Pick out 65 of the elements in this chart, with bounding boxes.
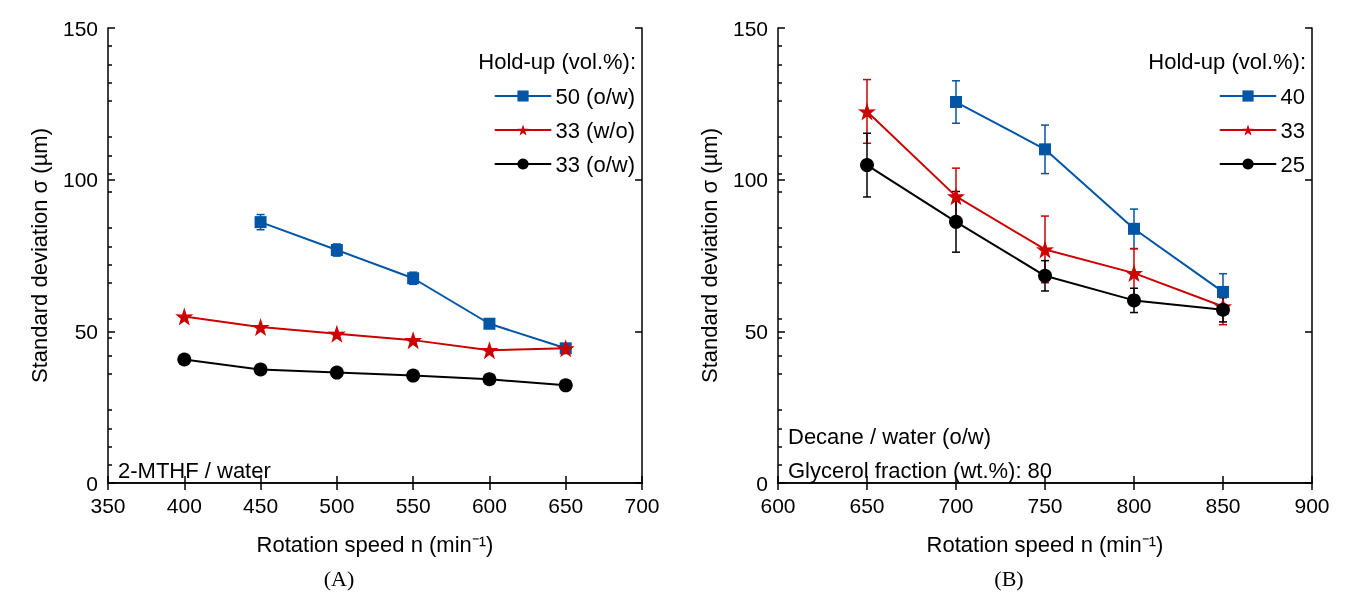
x-tick-label: 450 <box>243 494 279 517</box>
x-tick-label: 600 <box>760 494 796 517</box>
x-tick-label: 650 <box>548 494 584 517</box>
point <box>482 372 497 387</box>
point <box>1127 293 1141 308</box>
legend-label: 33 (o/w) <box>555 151 636 177</box>
x-tick-label: 800 <box>1116 494 1152 517</box>
point <box>1216 302 1230 317</box>
y-tick-label: 150 <box>732 16 768 40</box>
y-axis-title: Standard deviation σ (µm) <box>696 128 722 383</box>
x-axis-title: Rotation speed n (min⁻¹) <box>926 531 1164 557</box>
x-tick-label: 750 <box>1027 494 1063 517</box>
point <box>1036 240 1054 259</box>
point <box>558 378 573 393</box>
legend-label: 50 (o/w) <box>555 83 636 109</box>
x-tick-label: 900 <box>1294 494 1330 517</box>
point <box>251 318 270 337</box>
point <box>1039 143 1051 156</box>
point <box>480 341 499 360</box>
x-tick-label: 650 <box>849 494 885 517</box>
point <box>860 158 874 173</box>
legend-label: 33 (w/o) <box>555 117 636 143</box>
x-tick-label: 700 <box>624 494 660 517</box>
y-axis-title: Standard deviation σ (µm) <box>26 128 52 383</box>
x-tick-label: 850 <box>1205 494 1241 517</box>
point <box>950 96 962 109</box>
y-tick-label: 50 <box>744 319 768 343</box>
x-tick-label: 600 <box>471 494 507 517</box>
y-tick-label: 150 <box>62 16 98 40</box>
x-tick-label: 350 <box>90 494 126 517</box>
point <box>858 102 876 121</box>
point <box>406 368 421 383</box>
y-tick-label: 100 <box>732 168 768 192</box>
legend-label: 33 <box>1280 117 1306 143</box>
point <box>253 362 268 377</box>
legend-label: 40 <box>1280 83 1306 109</box>
point <box>1217 285 1229 298</box>
point <box>1038 268 1052 283</box>
point <box>329 365 344 380</box>
legend-label: 25 <box>1280 151 1306 177</box>
x-tick-label: 400 <box>166 494 202 517</box>
text: (B) <box>994 565 1024 591</box>
annotation: Glycerol fraction (wt.%): 80 <box>788 457 1053 483</box>
point <box>1125 264 1143 283</box>
point <box>483 317 496 330</box>
point <box>175 307 194 326</box>
y-tick-label: 0 <box>86 471 98 495</box>
point <box>404 331 423 350</box>
annotation: Decane / water (o/w) <box>788 423 991 449</box>
y-tick-label: 50 <box>74 319 98 343</box>
point <box>947 187 965 206</box>
y-tick-label: 0 <box>756 471 768 495</box>
point <box>177 352 192 367</box>
point <box>1128 222 1140 235</box>
text: (A) <box>323 565 355 591</box>
x-tick-label: 550 <box>395 494 431 517</box>
x-tick-label: 500 <box>319 494 355 517</box>
legend-title: Hold-up (vol.%): <box>478 48 636 74</box>
annotation: 2-MTHF / water <box>118 457 271 483</box>
x-axis-title: Rotation speed n (min⁻¹) <box>256 531 494 557</box>
point <box>327 324 346 343</box>
y-tick-label: 100 <box>62 168 98 192</box>
legend-title: Hold-up (vol.%): <box>1148 48 1306 74</box>
point <box>949 214 963 229</box>
x-tick-label: 700 <box>938 494 974 517</box>
